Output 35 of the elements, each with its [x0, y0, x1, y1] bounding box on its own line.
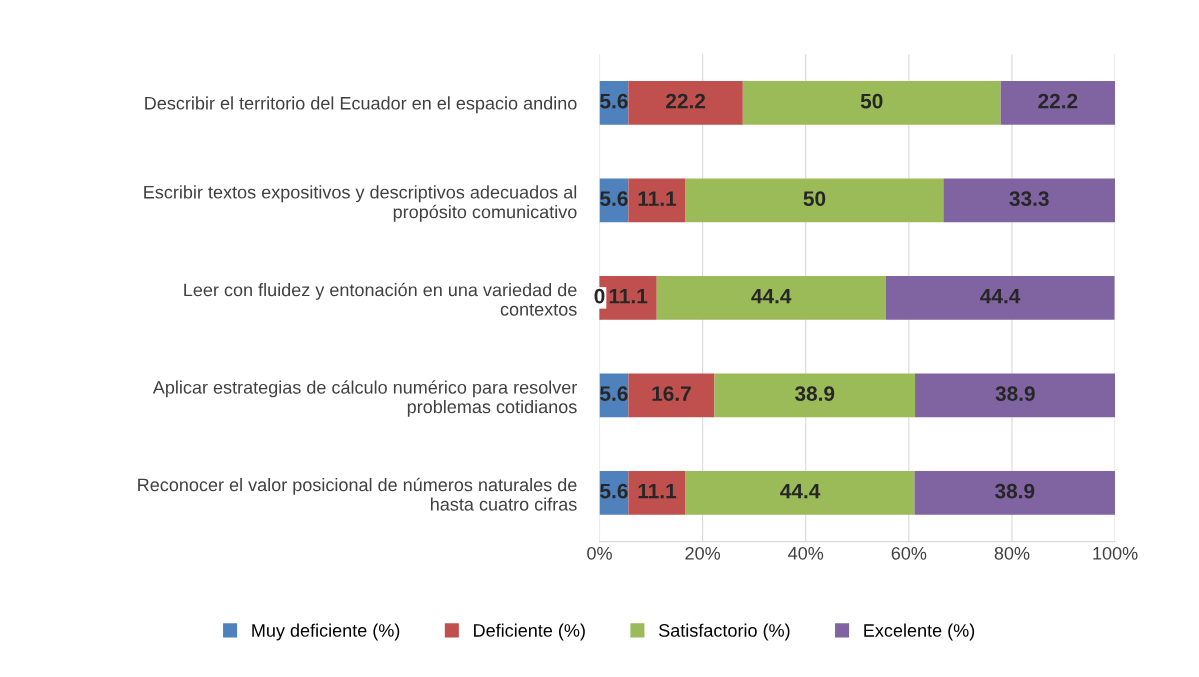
- legend-label: Muy deficiente (%): [252, 623, 400, 641]
- data-label: 38.9: [794, 386, 835, 401]
- data-label: 38.9: [995, 386, 1035, 401]
- data-label: 38.9: [995, 483, 1035, 499]
- y-tick-label: Aplicar estrategias de cálculo numérico para resolver problemas cotidianos: [152, 380, 578, 417]
- y-tick-label: Describir el territorio del Ecuador en el espacio andino: [145, 96, 577, 114]
- data-label: 16.7: [652, 386, 691, 401]
- data-label: 33.3: [1009, 191, 1049, 207]
- data-label: 44.4: [980, 288, 1021, 304]
- data-label: 50: [803, 191, 826, 206]
- data-label: 5.6: [600, 191, 628, 206]
- data-label: 11.1: [638, 191, 677, 206]
- data-label: 44.4: [780, 483, 821, 499]
- legend-label: Deficiente (%): [474, 623, 585, 641]
- x-tick-label: 80%: [994, 546, 1030, 560]
- y-tick-label: Escribir textos expositivos y descriptivos adecuados al propósito comunicativo: [144, 185, 577, 222]
- x-tick-label: 0%: [587, 546, 612, 560]
- data-label: 22.2: [666, 93, 706, 109]
- legend-label: Satisfactorio (%): [659, 623, 790, 641]
- y-tick-label: Reconocer el valor posicional de números naturales de hasta cuatro cifras: [138, 477, 577, 511]
- data-label: 5.6: [600, 483, 628, 499]
- x-tick-label: 100%: [1093, 546, 1138, 560]
- data-label: 44.4: [751, 288, 792, 304]
- x-tick-label: 20%: [685, 546, 721, 560]
- data-label: 5.6: [600, 93, 628, 109]
- data-label: 5.6: [600, 386, 628, 401]
- x-tick-label: 60%: [891, 546, 927, 560]
- legend-label: Excelente (%): [864, 623, 975, 641]
- y-tick-label: Leer con fluidez y entonación en una variedad de contextos: [184, 282, 577, 316]
- data-label: 22.2: [1038, 93, 1078, 109]
- x-tick-label: 40%: [788, 546, 824, 560]
- data-label: 0: [594, 288, 605, 304]
- data-label: 11.1: [638, 483, 677, 499]
- data-label: 50: [860, 93, 883, 109]
- data-label: 11.1: [609, 288, 648, 304]
